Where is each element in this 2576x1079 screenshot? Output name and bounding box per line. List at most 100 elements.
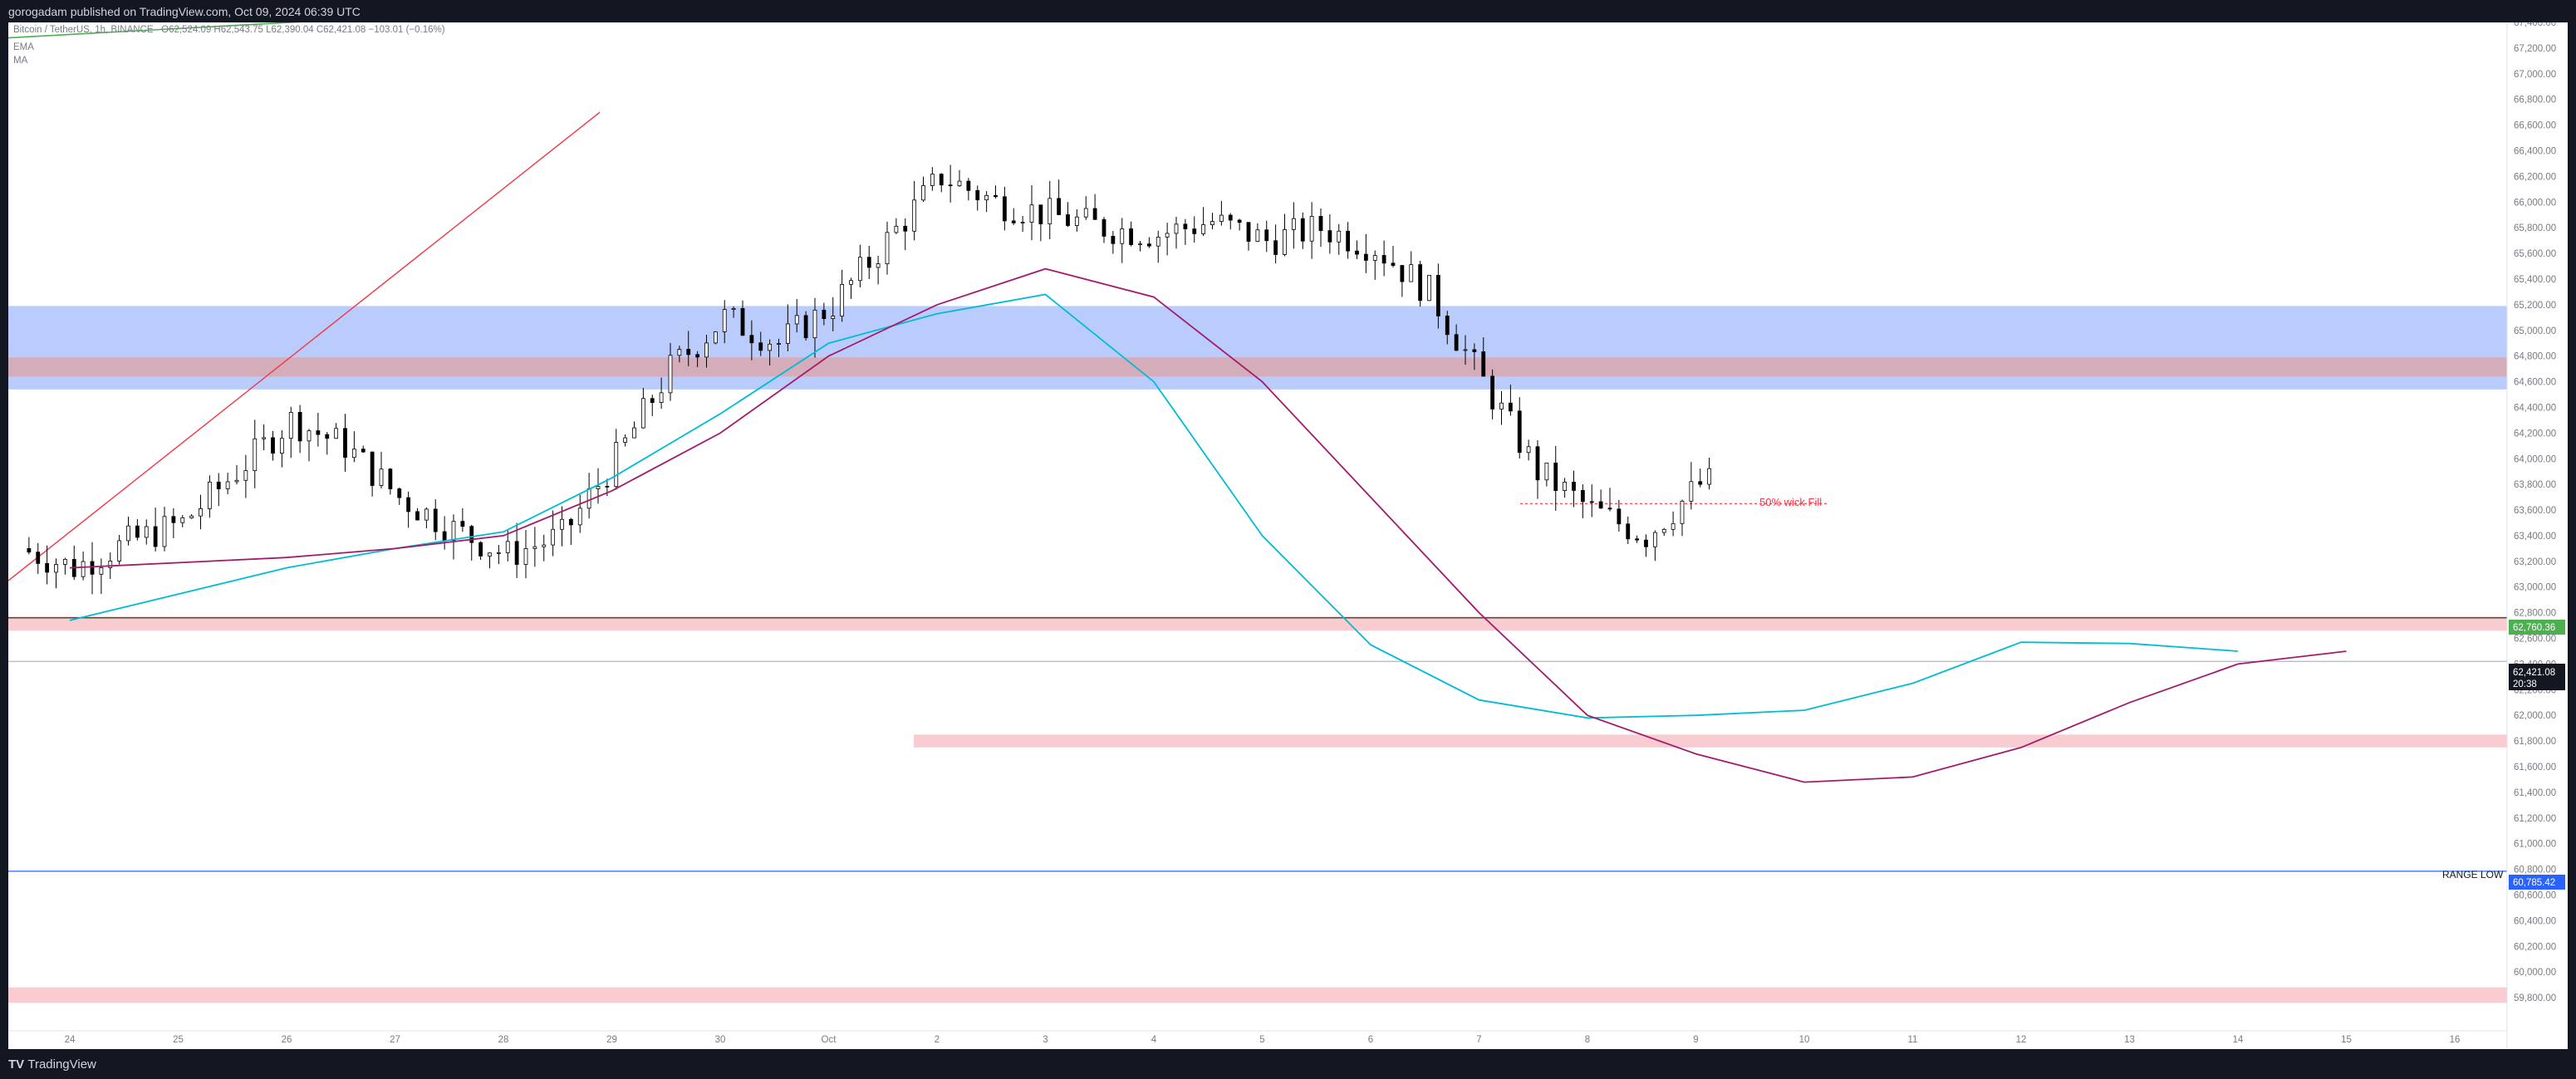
candle-body bbox=[199, 508, 203, 517]
candle-body bbox=[1617, 508, 1622, 525]
candle bbox=[1102, 217, 1106, 243]
candle bbox=[1418, 261, 1423, 307]
candle-body bbox=[262, 437, 267, 439]
price-tick-label: 62,000.00 bbox=[2514, 711, 2556, 721]
candle bbox=[514, 522, 519, 578]
candle bbox=[1463, 335, 1468, 365]
candle-body bbox=[1363, 253, 1368, 261]
candle-body bbox=[406, 497, 411, 513]
candle bbox=[794, 299, 799, 333]
candle-body bbox=[866, 257, 871, 268]
zone-3 bbox=[914, 734, 2507, 748]
candle bbox=[1372, 250, 1377, 280]
time-axis[interactable]: 24 25 26 27 28 29 30 Oct 2 3 4 5 6 7 8 9 10 11 12 13 14 15 16 bbox=[8, 1030, 2507, 1045]
candle bbox=[984, 191, 989, 213]
candle-body bbox=[1120, 228, 1125, 244]
candle bbox=[1283, 213, 1287, 257]
candle bbox=[1689, 462, 1694, 510]
candle bbox=[876, 255, 881, 285]
legend-ma[interactable]: MA bbox=[13, 56, 28, 66]
tradingview-logo[interactable]: TV TradingView bbox=[8, 1057, 96, 1072]
candle-body bbox=[343, 428, 347, 459]
candle bbox=[542, 534, 547, 562]
price-tick-label: 63,000.00 bbox=[2514, 583, 2556, 593]
candle bbox=[948, 164, 953, 203]
candle-body bbox=[1092, 208, 1097, 220]
candle bbox=[460, 508, 465, 532]
price-tick-label: 60,000.00 bbox=[2514, 968, 2556, 978]
candle bbox=[1074, 209, 1079, 232]
candle-body bbox=[81, 561, 86, 577]
candle-body bbox=[1066, 214, 1070, 226]
candle bbox=[442, 516, 447, 550]
candle bbox=[768, 339, 773, 365]
candle-body bbox=[1219, 214, 1224, 222]
price-axis[interactable]: 67,400.00 67,200.00 67,000.00 66,800.00 66,6… bbox=[2506, 18, 2568, 1049]
time-tick-label: 30 bbox=[715, 1035, 726, 1045]
candle-body bbox=[442, 531, 447, 541]
price-chart[interactable]: 67,400.00 67,200.00 67,000.00 66,800.00 66,6… bbox=[7, 18, 2568, 1049]
candle bbox=[1129, 221, 1134, 247]
range-low-tag: 60,785.42 bbox=[2509, 875, 2565, 890]
candle-body bbox=[171, 516, 176, 523]
candle-body bbox=[560, 518, 564, 530]
candle bbox=[216, 473, 221, 507]
time-tick-label: 3 bbox=[1043, 1035, 1048, 1045]
legend-ema[interactable]: EMA bbox=[13, 42, 34, 52]
candle-body bbox=[686, 349, 691, 356]
candle-body bbox=[1057, 198, 1062, 215]
candle-body bbox=[1535, 446, 1540, 481]
candle-body bbox=[1210, 221, 1214, 226]
series-ma bbox=[69, 267, 2347, 783]
candle-body bbox=[1002, 196, 1007, 222]
candle bbox=[857, 244, 862, 287]
candle bbox=[1201, 207, 1206, 237]
candle-body bbox=[388, 468, 393, 489]
price-tick-label: 64,000.00 bbox=[2514, 454, 2556, 464]
price-tick-label: 66,200.00 bbox=[2514, 172, 2556, 182]
candle bbox=[731, 306, 736, 318]
candle bbox=[532, 527, 537, 567]
candle bbox=[1066, 202, 1070, 228]
candle bbox=[1580, 484, 1585, 518]
candle bbox=[1219, 200, 1224, 226]
candle bbox=[523, 530, 528, 579]
trendline-green bbox=[7, 19, 337, 39]
candle-body bbox=[1346, 230, 1351, 252]
candle-body bbox=[1589, 501, 1594, 503]
price-tick-label: 60,400.00 bbox=[2514, 916, 2556, 926]
legend-symbol-row: Bitcoin / TetherUS, 1h, BINANCE O62,524.… bbox=[13, 25, 445, 35]
candle-body bbox=[488, 552, 492, 557]
candle bbox=[1346, 222, 1351, 259]
candle-body bbox=[994, 194, 998, 198]
candle-body bbox=[695, 354, 700, 358]
candle bbox=[1192, 216, 1197, 243]
candle-body bbox=[1174, 223, 1179, 234]
candle bbox=[1535, 440, 1540, 499]
candle-body bbox=[189, 515, 194, 518]
time-tick-label: 28 bbox=[498, 1035, 509, 1045]
candle-body bbox=[1237, 219, 1242, 223]
footer-bar: TV TradingView bbox=[0, 1049, 2576, 1079]
candle bbox=[894, 218, 899, 235]
candle bbox=[351, 431, 356, 463]
candle bbox=[1680, 499, 1685, 537]
candle-body bbox=[1228, 214, 1233, 221]
candle bbox=[415, 508, 420, 521]
zone-0 bbox=[8, 306, 2507, 390]
chart-area[interactable]: 67,400.00 67,200.00 67,000.00 66,800.00 66,6… bbox=[7, 18, 2568, 1049]
candle-body bbox=[225, 481, 230, 489]
candle-body bbox=[749, 335, 754, 344]
candle-body bbox=[1481, 351, 1486, 377]
candle bbox=[1635, 535, 1640, 543]
candle bbox=[740, 300, 745, 336]
drawings-layer bbox=[7, 19, 2507, 872]
candle-body bbox=[1111, 236, 1116, 244]
candle-body bbox=[668, 355, 673, 394]
wick-fill-label: 50% wick Fill bbox=[1759, 496, 1822, 508]
candle bbox=[1138, 240, 1142, 252]
candle-body bbox=[1273, 240, 1278, 255]
candle-body bbox=[1400, 265, 1405, 282]
candle bbox=[505, 530, 510, 562]
candle bbox=[1481, 337, 1486, 377]
